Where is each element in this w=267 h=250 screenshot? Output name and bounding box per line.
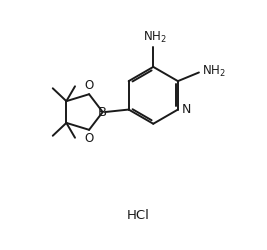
Text: O: O: [84, 132, 94, 145]
Text: NH$_2$: NH$_2$: [202, 64, 226, 79]
Text: B: B: [98, 106, 107, 118]
Text: HCl: HCl: [127, 209, 150, 222]
Text: NH$_2$: NH$_2$: [143, 30, 166, 45]
Text: N: N: [182, 103, 191, 116]
Text: O: O: [84, 79, 94, 92]
